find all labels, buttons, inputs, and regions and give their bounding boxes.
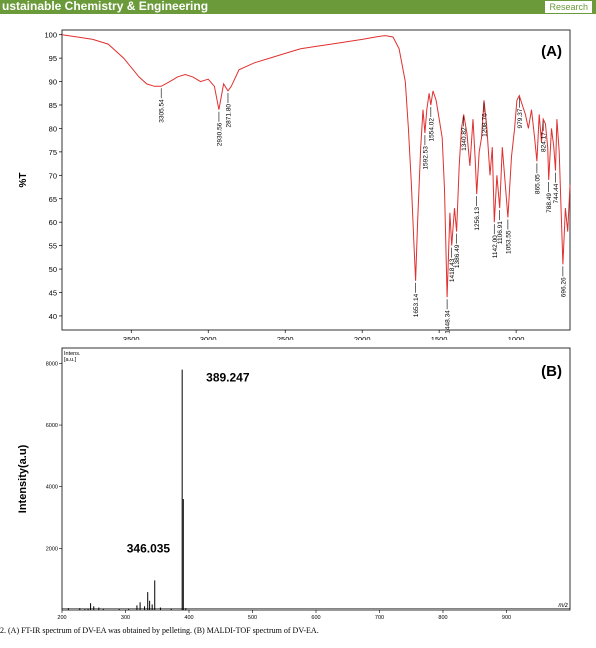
ftir-ytick-label: 75 [49, 148, 57, 157]
ftir-ytick-label: 95 [49, 54, 57, 63]
ftir-ytick-label: 60 [49, 218, 57, 227]
maldi-ytick-label: 6000 [46, 423, 58, 429]
ftir-peak-label: 865.05 [534, 174, 541, 194]
ftir-y-axis-label: %T [18, 173, 29, 188]
maldi-xtick-label: 200 [57, 615, 66, 620]
maldi-xtick-label: 800 [438, 615, 447, 620]
ftir-peak-label: 1256.13 [474, 207, 481, 231]
ftir-peak-label: 2871.80 [225, 104, 232, 128]
ftir-spectrum-line [61, 34, 571, 298]
maldi-xtick-label: 300 [121, 615, 130, 620]
ftir-peak-label: 1448.34 [445, 310, 452, 334]
ftir-xtick-label: 3000 [200, 335, 217, 344]
maldi-xtick-label: 600 [311, 615, 320, 620]
ftir-peak-label: 1418.43 [449, 258, 456, 282]
ftir-xtick-label: 2500 [277, 335, 294, 344]
maldi-xtick-label: 900 [502, 615, 511, 620]
maldi-y-axis-label: Intensity(a.u) [17, 444, 29, 513]
ftir-ytick-label: 70 [49, 171, 57, 180]
maldi-xtick-label: 400 [184, 615, 193, 620]
ftir-peak-label: 1554.02 [428, 118, 435, 142]
ftir-ytick-label: 85 [49, 101, 57, 110]
ftir-peak-label: 824.17 [541, 132, 548, 152]
journal-title: ustainable Chemistry & Engineering [2, 0, 209, 13]
maldi-xtick-label: 700 [375, 615, 384, 620]
ftir-peak-label: 1106.91 [497, 221, 504, 244]
ftir-ytick-label: 45 [49, 289, 57, 298]
ftir-peak-label: 1142.00 [492, 235, 499, 258]
ftir-panel-label: (A) [541, 43, 562, 60]
ftir-xtick-label: 3500 [123, 335, 140, 344]
ftir-ytick-label: 55 [49, 242, 57, 251]
maldi-corner-unit: [a.u.] [64, 357, 77, 363]
maldi-panel-label: (B) [541, 363, 562, 380]
ftir-peak-label: 788.49 [546, 193, 553, 213]
ftir-ytick-label: 50 [49, 265, 57, 274]
maldi-xtick-label: 500 [248, 615, 257, 620]
maldi-corner-label: Intens. [64, 351, 81, 357]
maldi-ytick-label: 4000 [46, 485, 58, 491]
ftir-peak-label: 979.37 [517, 108, 524, 128]
ftir-xtick-label: 1500 [431, 335, 448, 344]
ftir-xtick-label: 1000 [508, 335, 525, 344]
ftir-peak-label: 1208.76 [481, 113, 488, 137]
ftir-peak-label: 1340.82 [461, 127, 468, 151]
maldi-chart: Intens.[a.u.] 2000 4000 6000 8000 200 300 400 50… [0, 340, 596, 620]
ftir-plot-frame [61, 29, 571, 331]
ftir-ytick-label: 40 [49, 312, 57, 321]
maldi-ytick-label: 8000 [46, 361, 58, 367]
ftir-peak-label: 744.44 [553, 183, 560, 203]
ftir-peak-label: 3305.54 [159, 99, 166, 123]
figure-caption: 2. (A) FT-IR spectrum of DV-EA was obtai… [0, 626, 319, 635]
ftir-chart: 40 45 50 55 60 65 70 75 80 85 90 95 100 3500 3000 2500 2… [0, 20, 596, 350]
ftir-peak-label: 1653.14 [413, 293, 420, 317]
maldi-peak-annotation: 389.247 [206, 371, 250, 385]
journal-header-bar: ustainable Chemistry & Engineering Resea… [0, 0, 596, 14]
ftir-ytick-label: 90 [49, 78, 57, 87]
ftir-peak-label: 696.26 [560, 277, 567, 297]
maldi-background [0, 340, 596, 620]
maldi-x-axis-label: m/z [558, 603, 568, 609]
maldi-peak-annotation: 346.035 [127, 541, 171, 555]
ftir-background [0, 20, 596, 350]
ftir-peak-label: 2930.56 [216, 122, 223, 146]
ftir-peak-label: 1053.55 [505, 230, 512, 254]
section-badge: Research [545, 1, 592, 13]
ftir-ytick-label: 65 [49, 195, 57, 204]
ftir-ytick-label: 100 [44, 31, 57, 40]
ftir-ytick-label: 80 [49, 124, 57, 133]
ftir-peak-label: 1592.53 [422, 146, 429, 170]
maldi-ytick-label: 2000 [46, 546, 58, 552]
ftir-xtick-label: 2000 [354, 335, 371, 344]
ftir-peak-label: 1386.49 [454, 244, 461, 268]
